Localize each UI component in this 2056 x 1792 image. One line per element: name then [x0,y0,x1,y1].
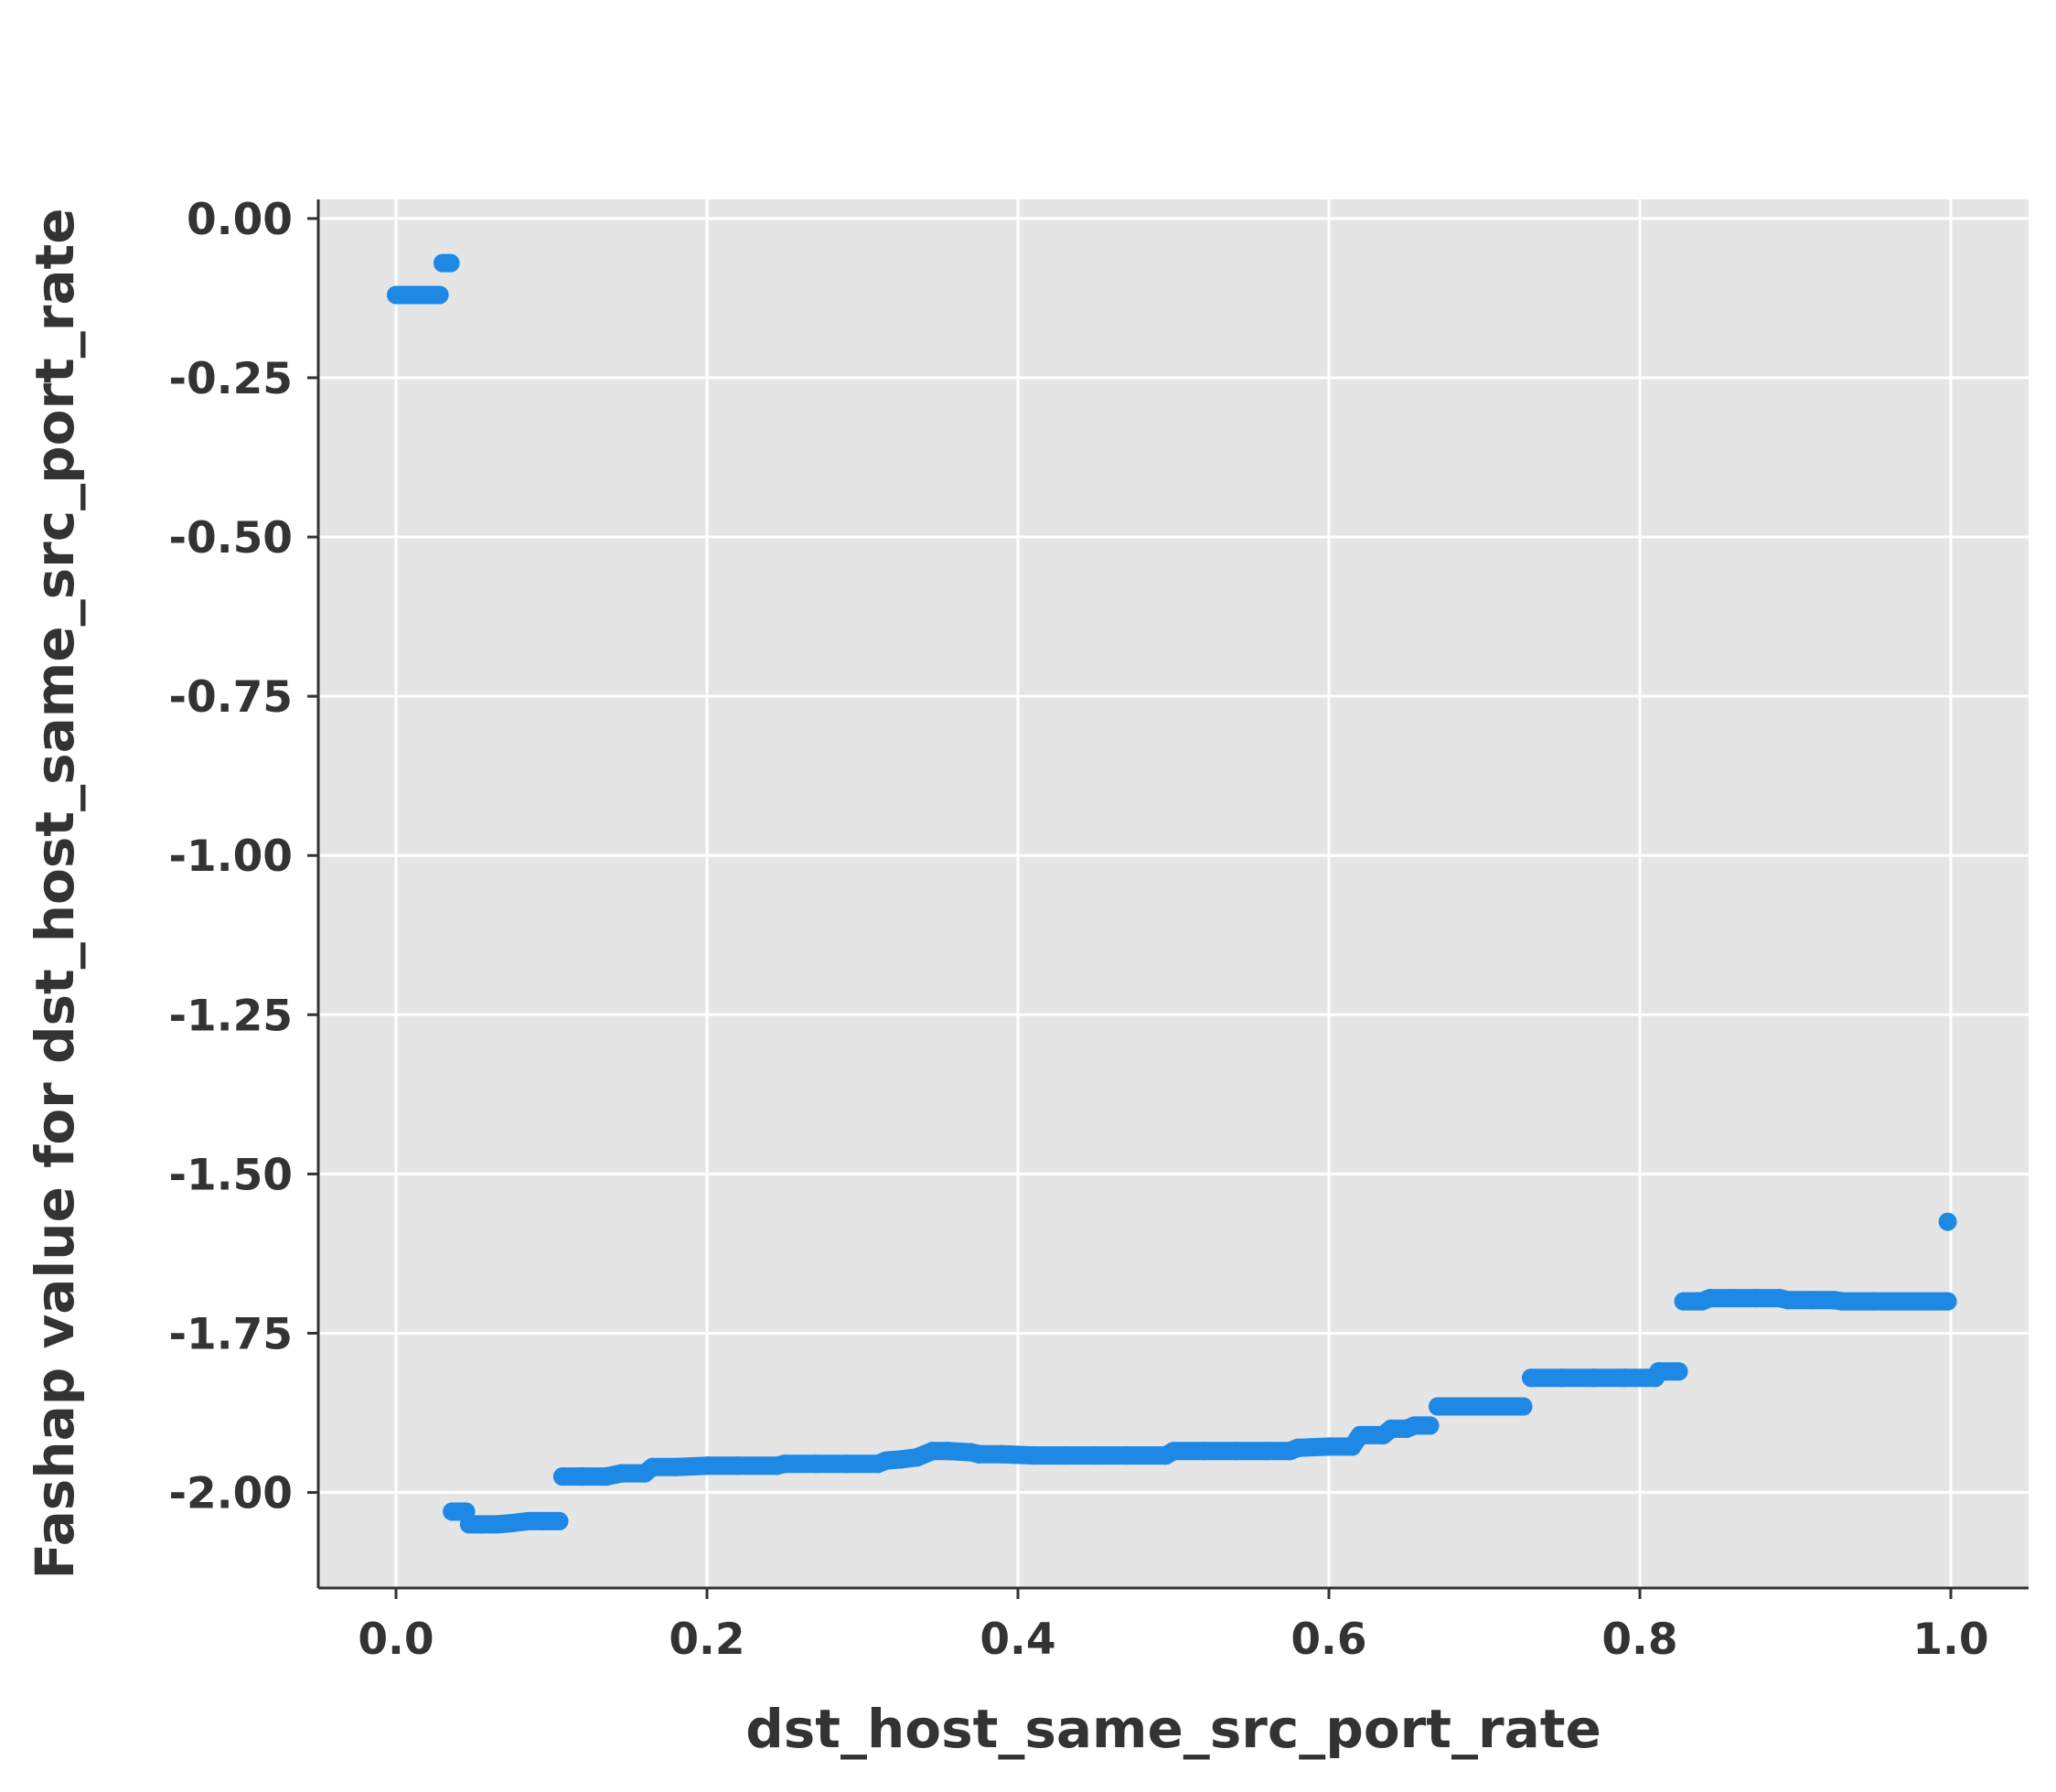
y-tick-label: -1.25 [169,991,293,1041]
data-point [430,285,449,305]
x-tick-label: 0.8 [1601,1615,1677,1665]
y-tick-label: -0.25 [169,354,293,404]
data-point [1420,1416,1440,1435]
y-tick-label: -1.50 [169,1150,293,1200]
y-tick-label: -1.75 [169,1309,293,1359]
data-point [1938,1212,1957,1231]
x-tick-label: 0.4 [980,1615,1055,1665]
x-tick-label: 0.2 [669,1615,744,1665]
y-tick-label: -1.00 [169,832,293,882]
x-tick-label: 1.0 [1912,1615,1988,1665]
grid-lines [318,199,2029,1588]
y-tick-label: -0.50 [169,513,293,563]
data-point [1669,1362,1688,1381]
data-point [1938,1292,1957,1311]
plot-background [318,199,2029,1588]
y-tick-label: -2.00 [169,1469,293,1519]
x-axis-ticks: 0.0 0.2 0.4 0.6 0.8 1.0 [358,1588,1989,1665]
data-point [550,1511,569,1530]
data-point [441,253,460,273]
data-point [1514,1397,1533,1416]
x-tick-label: 0.6 [1290,1615,1366,1665]
y-tick-label: -0.75 [169,672,293,723]
x-tick-label: 0.0 [358,1615,434,1665]
data-points [387,253,1957,1534]
y-axis-ticks: 0.00 -0.25 -0.50 -0.75 -1.00 -1.25 -1.50 -1.75 -… [169,195,318,1519]
y-tick-label: 0.00 [187,195,293,245]
x-axis-title: dst_host_same_src_port_rate [745,1698,1601,1760]
y-axis-title: Fashap value for dst_host_same_src_port_… [24,208,86,1579]
